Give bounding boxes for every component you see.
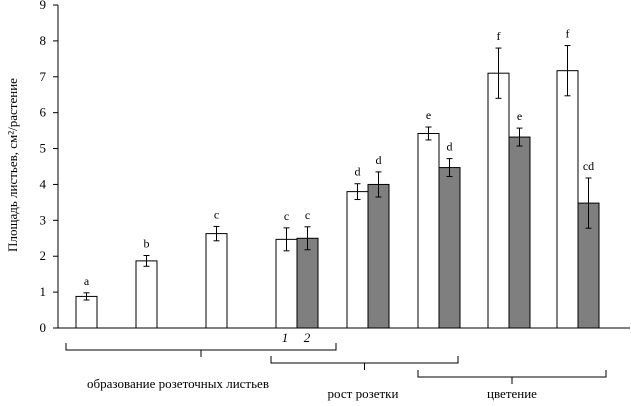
white-6-bar — [487, 72, 510, 329]
white-3-significance-label: c — [284, 209, 289, 223]
brace-rosette-leaf-formation — [65, 343, 337, 357]
group-label-flowering: цветение — [487, 386, 537, 401]
y-tick-label: 4 — [40, 176, 47, 191]
y-tick-label: 3 — [40, 212, 47, 227]
white-5-significance-label: e — [426, 108, 431, 122]
y-tick-label: 9 — [40, 0, 47, 12]
y-tick-label: 0 — [40, 320, 47, 335]
white-5-bar — [417, 132, 440, 329]
y-tick-label: 2 — [40, 248, 47, 263]
white-0-bar — [75, 295, 98, 329]
gray-7-significance-label: cd — [583, 159, 594, 173]
legend-label-2: 2 — [304, 330, 311, 345]
gray-5-significance-label: d — [447, 140, 453, 154]
y-tick-label: 8 — [40, 33, 47, 48]
white-6-significance-label: f — [497, 29, 501, 43]
y-tick-label: 7 — [40, 69, 47, 84]
stage-braces — [65, 343, 607, 384]
brace-rosette-growth — [270, 356, 459, 370]
y-tick-label: 6 — [40, 105, 47, 120]
gray-3-bar — [296, 237, 319, 329]
y-tick-label: 5 — [40, 141, 47, 156]
group-label-rosette-growth: рост розетки — [328, 386, 399, 401]
gray-3-significance-label: c — [305, 208, 310, 222]
gray-4-bar — [367, 183, 390, 329]
brace-flowering — [417, 370, 607, 384]
white-4-bar — [346, 191, 369, 329]
white-1-significance-label: b — [144, 237, 150, 251]
group-label-rosette-leaf-formation: образование розеточных листьев — [87, 376, 269, 391]
gray-6-significance-label: e — [517, 109, 522, 123]
gray-6-bar — [508, 136, 531, 329]
white-0-significance-label: a — [84, 274, 90, 288]
white-7-bar — [556, 70, 579, 329]
legend-label-1: 1 — [282, 330, 289, 345]
white-7-significance-label: f — [566, 27, 570, 41]
white-2-significance-label: c — [214, 207, 219, 221]
y-tick-label: 1 — [40, 284, 47, 299]
gray-5-bar — [438, 167, 461, 329]
gray-4-significance-label: d — [376, 153, 382, 167]
white-2-bar — [205, 233, 228, 329]
y-axis-label: Площадь листьев, см²/растение — [5, 78, 20, 252]
white-1-bar — [135, 260, 158, 329]
white-3-bar — [275, 238, 298, 329]
chart-axes: 0 1 2 3 4 5 6 7 8 9 — [40, 0, 630, 335]
white-4-significance-label: d — [355, 165, 361, 179]
